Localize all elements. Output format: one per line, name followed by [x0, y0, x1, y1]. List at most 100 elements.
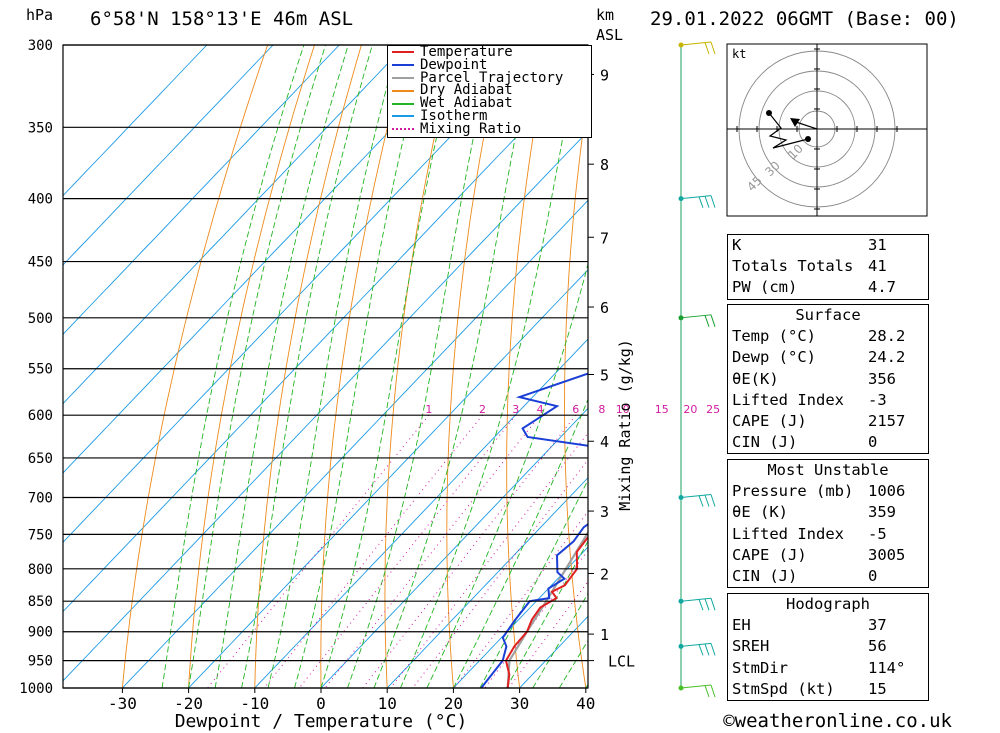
index-value: 1006 — [868, 482, 906, 501]
index-row: SREH 56 — [728, 636, 928, 657]
wind-barb-flag — [704, 42, 710, 55]
dry-adiabat-line — [254, 45, 362, 688]
wind-barb-flag — [704, 685, 710, 698]
legend-label: Isotherm — [420, 107, 488, 124]
km-tick-label: 5 — [600, 367, 609, 385]
wet-adiabat-line — [426, 262, 588, 688]
legend-label: Temperature — [420, 44, 513, 60]
pressure-tick-label: 500 — [28, 311, 53, 327]
mixing-ratio-line — [298, 414, 517, 688]
wind-barb-flag — [710, 643, 716, 656]
hodograph-point — [805, 136, 811, 142]
hodograph-trace — [768, 112, 809, 149]
temperature-tick-label: 10 — [378, 694, 397, 713]
footer-credit: ©weatheronline.co.uk — [723, 710, 952, 732]
km-tick-label: 8 — [600, 156, 609, 174]
mixing-ratio-label: 6 — [572, 403, 579, 416]
index-value: 28.2 — [868, 327, 906, 346]
pressure-tick-label: 700 — [28, 491, 53, 507]
isotherm-line — [63, 130, 588, 682]
wind-barb-flag — [710, 195, 716, 208]
wind-barb-flag — [704, 494, 710, 507]
temperature-tick-label: -30 — [108, 694, 137, 713]
temperature-tick-label: -10 — [240, 694, 269, 713]
wet-adiabat-line — [347, 45, 494, 688]
index-label: Temp (°C) — [732, 327, 816, 346]
legend-label: Mixing Ratio — [420, 120, 522, 137]
mixing-ratio-label: 4 — [537, 403, 544, 416]
index-row: Lifted Index -3 — [728, 390, 928, 411]
legend-label: Dry Adiabat — [420, 82, 513, 99]
wet-adiabat-line — [214, 45, 349, 688]
plot-frame — [62, 44, 589, 689]
index-value: 114° — [868, 658, 906, 677]
pressure-tick-label: 1000 — [19, 681, 53, 697]
chart-legend: Temperature Dewpoint Parcel Trajectory Dry … — [387, 45, 592, 138]
index-label: PW (cm) — [732, 278, 798, 297]
legend-label: Parcel Trajectory — [420, 69, 564, 86]
temperature-tick-label: 40 — [576, 694, 595, 713]
index-value: 0 — [868, 567, 878, 586]
section-title: Surface — [795, 306, 861, 324]
index-row: CIN (J) 0 — [728, 566, 928, 587]
index-row: StmDir 114° — [728, 658, 928, 679]
pressure-tick-label: 650 — [28, 451, 53, 467]
index-value: 56 — [868, 637, 887, 656]
dry-adiabat-line — [320, 45, 409, 688]
index-value: -3 — [868, 390, 887, 409]
km-unit-label: km — [596, 6, 615, 24]
mixing-ratio-label: 20 — [683, 403, 697, 416]
legend-label: Wet Adiabat — [420, 95, 513, 112]
legend-label: Dewpoint — [420, 56, 488, 73]
index-value: 15 — [868, 679, 887, 698]
legend-swatch — [392, 76, 414, 79]
surface-indices-table: Surface Temp (°C) 28.2 Dewp (°C) 24.2 θE(K) 35… — [727, 304, 929, 455]
index-value: 24.2 — [868, 348, 906, 367]
index-label: Pressure (mb) — [732, 482, 854, 501]
wet-adiabat-line — [241, 45, 373, 688]
hodograph-frame — [726, 43, 928, 217]
index-label: θE(K) — [732, 369, 779, 388]
temperature-tick-label: 20 — [444, 694, 463, 713]
legend-item: Temperature — [388, 44, 591, 60]
index-row: Pressure (mb) 1006 — [728, 481, 928, 502]
legend-swatch — [392, 128, 414, 131]
isotherm-line — [63, 45, 406, 405]
wet-adiabat-line — [479, 478, 588, 688]
index-label: EH — [732, 616, 751, 635]
wind-barb-flag — [710, 684, 716, 698]
storm-motion-vector — [795, 121, 818, 130]
mixing-ratio-line — [207, 414, 430, 688]
wet-adiabat-line — [453, 398, 588, 688]
legend-item: Parcel Trajectory — [388, 69, 591, 86]
index-label: SREH — [732, 637, 770, 656]
index-label: K — [732, 236, 742, 254]
index-label: θE (K) — [732, 503, 788, 522]
index-label: Lifted Index — [732, 524, 844, 543]
dry-adiabat-line — [506, 45, 550, 688]
dry-adiabat-line — [121, 45, 269, 688]
dry-adiabat-line — [384, 45, 456, 688]
pressure-tick-label: 600 — [28, 408, 53, 424]
mixing-ratio-label: 10 — [616, 403, 630, 416]
pressure-tick-label: 900 — [28, 625, 53, 641]
index-row: StmSpd (kt) 15 — [728, 679, 928, 700]
hodograph-unit-label: kt — [732, 47, 746, 61]
isotherm-line — [188, 269, 588, 688]
index-row: CIN (J) 0 — [728, 432, 928, 453]
pressure-tick-label: 750 — [28, 527, 53, 543]
index-row: CAPE (J) 2157 — [728, 411, 928, 432]
index-row: Lifted Index -5 — [728, 524, 928, 545]
legend-item: Wet Adiabat — [388, 95, 591, 112]
wind-barb-shaft — [680, 41, 712, 46]
mixing-ratio-line — [362, 414, 577, 688]
isotherm-line — [63, 61, 588, 613]
km-tick-label: 7 — [600, 229, 609, 247]
index-value: 0 — [868, 433, 878, 452]
index-row: θE (K) 359 — [728, 502, 928, 523]
pressure-tick-label: 800 — [28, 562, 53, 578]
km-tick-label: 2 — [600, 565, 609, 583]
index-row: EH 37 — [728, 615, 928, 636]
legend-item: Mixing Ratio — [388, 120, 591, 137]
index-label: StmDir — [732, 658, 788, 677]
